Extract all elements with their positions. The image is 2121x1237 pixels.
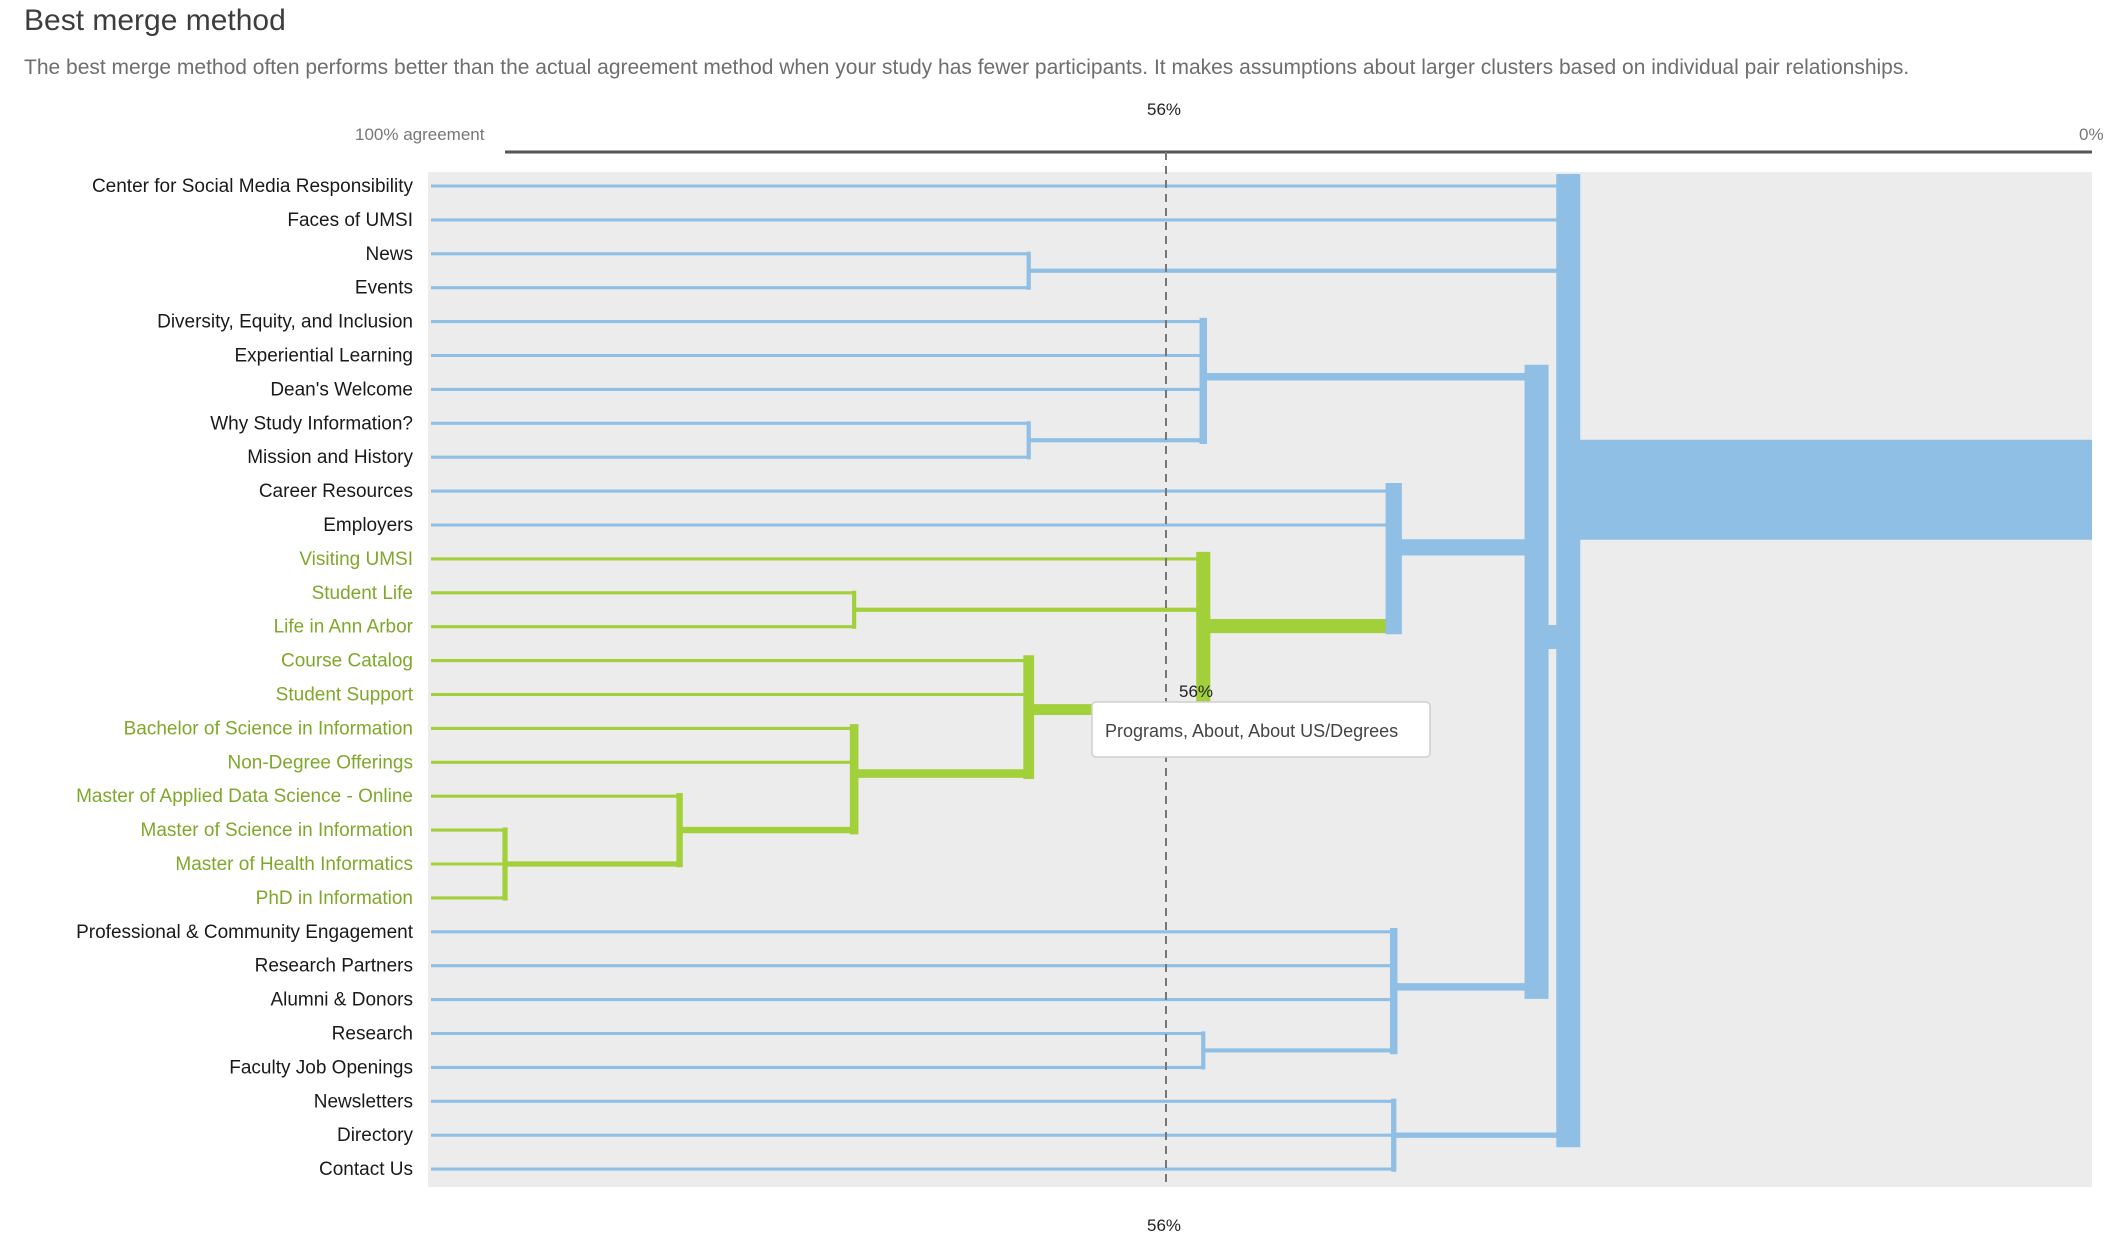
leaf-label: PhD in Information [256,888,413,909]
dendrogram-links [502,174,2092,1172]
plot-background [428,172,2092,1187]
leaf-label: Dean's Welcome [270,379,413,400]
page-subtitle: The best merge method often performs bet… [24,56,1910,79]
leaf-label: Life in Ann Arbor [274,617,414,638]
leaf-label: Student Life [312,583,413,604]
leaf-labels: Center for Social Media Responsibility Fa… [76,176,414,1180]
tooltip-box [1091,701,1431,758]
leaf-label: Contact Us [319,1159,413,1180]
leaf-label: Non-Degree Offerings [227,752,413,773]
axis-right-label: 0% [2079,125,2104,144]
leaf-label: Research Partners [255,956,413,977]
leaf-label: Faculty Job Openings [229,1057,413,1078]
leaf-label: News [365,244,413,265]
leaf-label: Mission and History [247,447,413,468]
leaf-label: Bachelor of Science in Information [124,718,413,739]
leaf-label: Newsletters [314,1091,413,1112]
cutoff-label-bottom: 56% [1147,1216,1181,1235]
leaf-label: Master of Health Informatics [175,854,413,875]
tooltip: Programs, About, About US/Degrees [1091,701,1431,758]
axis-left-label: 100% agreement [355,125,485,144]
leaf-label: Experiential Learning [234,346,413,367]
tooltip-text: Programs, About, About US/Degrees [1105,721,1398,741]
leaf-label: Directory [337,1125,414,1146]
leaf-label: Professional & Community Engagement [76,922,414,943]
leaf-label: Center for Social Media Responsibility [92,176,414,197]
leaf-label: Why Study Information? [210,413,413,434]
leaf-label: Career Resources [259,481,413,502]
leaf-label: Alumni & Donors [270,990,413,1011]
leaf-links [431,184,1569,1171]
leaf-label: Course Catalog [281,651,413,672]
dendrogram-root [1568,439,2092,540]
leaf-label: Employers [323,515,413,536]
leaf-label: Faces of UMSI [287,210,413,231]
page-title: Best merge method [24,4,286,37]
leaf-label: Master of Science in Information [141,820,413,841]
leaf-label: Master of Applied Data Science - Online [76,786,413,807]
leaf-label: Visiting UMSI [299,549,413,570]
cutoff-label-top: 56% [1147,100,1181,119]
leaf-label: Events [355,278,413,299]
leaf-label: Student Support [276,685,414,706]
leaf-label: Research [332,1024,413,1045]
cutoff-label-node: 56% [1179,682,1213,701]
leaf-label: Diversity, Equity, and Inclusion [157,312,413,333]
